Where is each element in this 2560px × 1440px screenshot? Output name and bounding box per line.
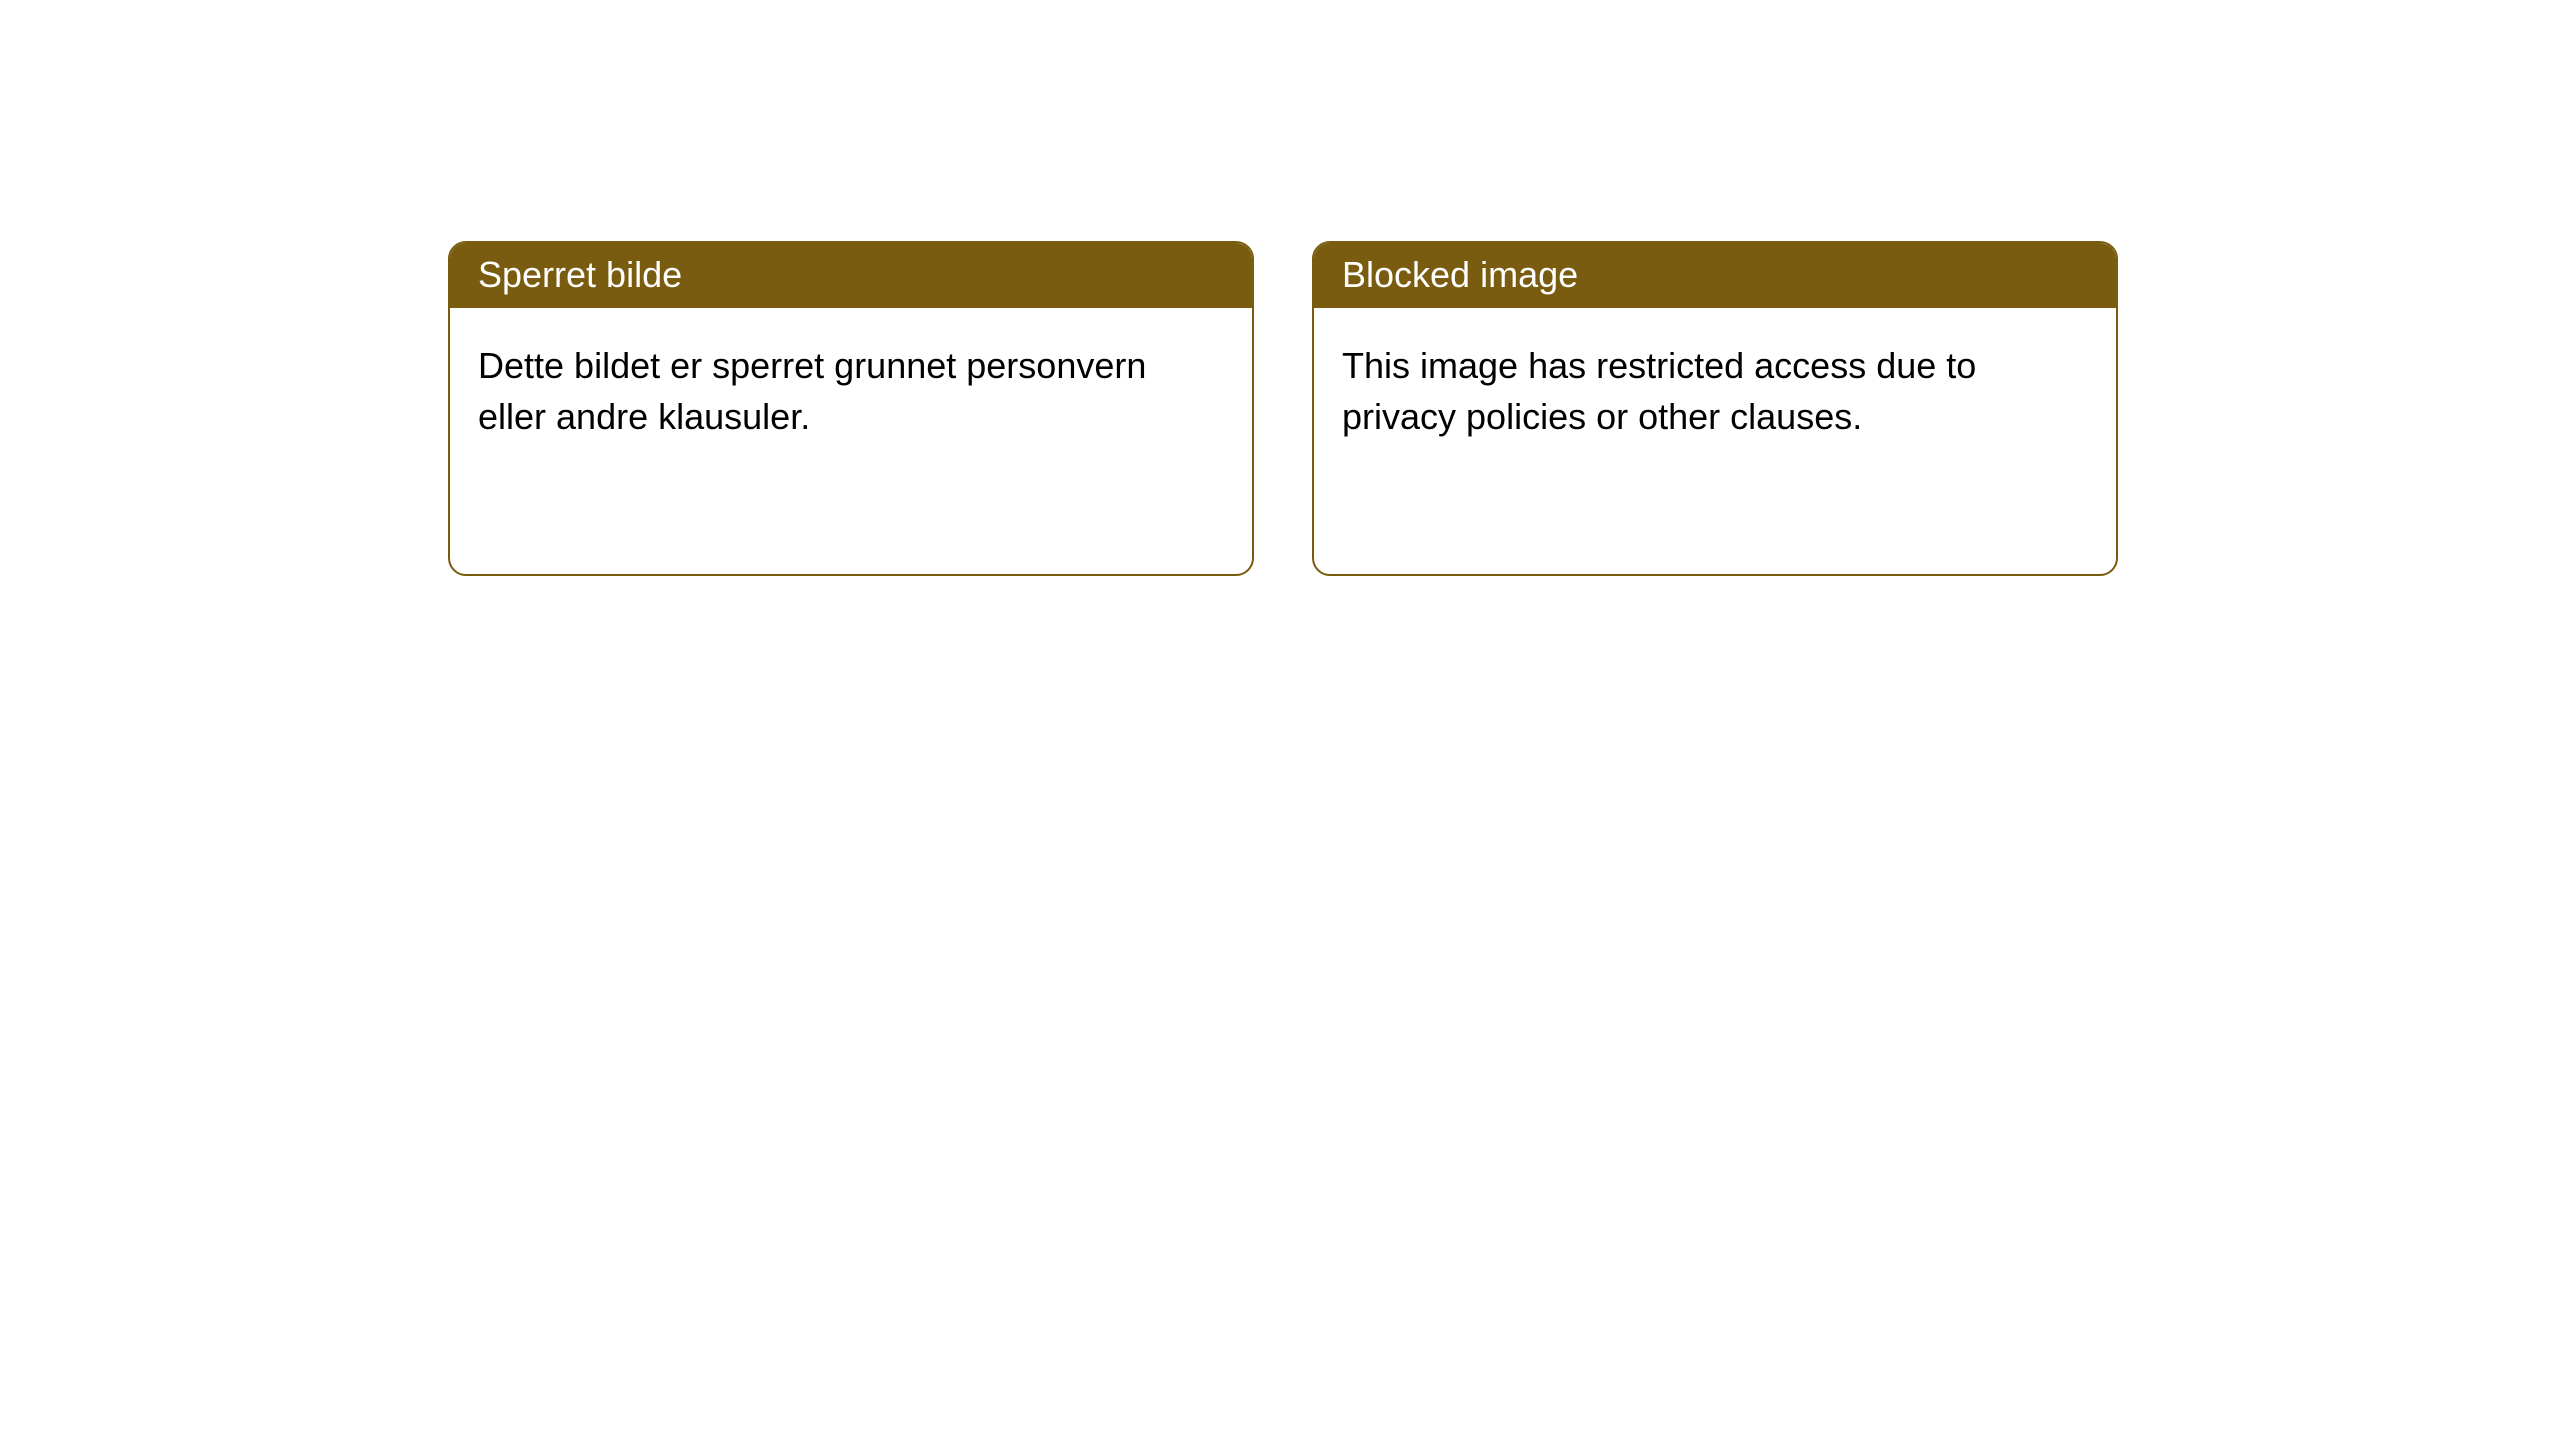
notice-card-english: Blocked image This image has restricted …	[1312, 241, 2118, 576]
card-body-text: This image has restricted access due to …	[1314, 308, 2116, 474]
card-body-text: Dette bildet er sperret grunnet personve…	[450, 308, 1252, 474]
notice-cards-container: Sperret bilde Dette bildet er sperret gr…	[0, 0, 2560, 576]
card-title: Sperret bilde	[450, 243, 1252, 308]
notice-card-norwegian: Sperret bilde Dette bildet er sperret gr…	[448, 241, 1254, 576]
card-title: Blocked image	[1314, 243, 2116, 308]
